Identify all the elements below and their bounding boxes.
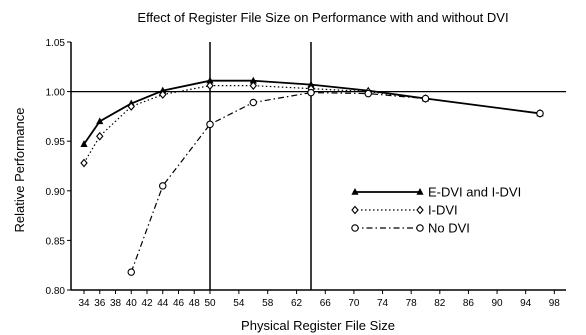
legend-marker-end-3 <box>416 224 424 232</box>
x-tick-label: 82 <box>434 298 446 309</box>
series-group <box>80 76 544 276</box>
x-tick-label: 90 <box>492 298 504 309</box>
x-tick-label: 38 <box>110 298 122 309</box>
series-1-point <box>249 76 257 84</box>
y-tick-label: 0.85 <box>46 236 66 247</box>
axis-ticks: 34 36 38 40 42 44 46 48 50 54 58 62 66 70 74 78 82 86 90 94… <box>46 38 561 309</box>
series-2-line <box>83 85 541 164</box>
x-axis-label: Physical Register File Size <box>241 318 395 333</box>
series-3-point <box>206 120 214 129</box>
legend-item-1: E-DVI and I-DVI <box>351 185 521 200</box>
series-3-point <box>364 89 372 98</box>
series-2-point <box>127 102 135 111</box>
legend-marker-end-2 <box>416 205 424 215</box>
series-2-point <box>206 81 214 90</box>
y-tick-label: 0.90 <box>46 187 66 198</box>
legend-marker-start-1 <box>351 188 359 195</box>
y-tick-label: 1.05 <box>46 38 66 49</box>
chart-title: Effect of Register File Size on Performa… <box>137 10 508 25</box>
series-1-line <box>83 79 541 145</box>
series-2-point <box>249 81 258 90</box>
x-tick-label: 74 <box>377 298 389 309</box>
x-tick-label: 58 <box>262 298 274 309</box>
series-2-point <box>80 158 88 168</box>
series-3-line <box>130 91 541 273</box>
series-1-point <box>307 80 315 88</box>
x-tick-label: 46 <box>173 298 185 309</box>
x-tick-label: 48 <box>189 298 201 309</box>
x-tick-label: 94 <box>520 298 532 309</box>
series-3-point <box>249 98 258 107</box>
x-tick-label: 86 <box>463 298 475 309</box>
series-1-point <box>96 117 104 125</box>
y-tick-label: 0.95 <box>46 137 66 148</box>
x-tick-label: 66 <box>320 298 332 309</box>
x-tick-label: 78 <box>406 298 418 309</box>
x-tick-label: 42 <box>141 298 153 309</box>
x-tick-label: 40 <box>126 298 138 309</box>
y-axis-label: Relative Performance <box>12 108 27 233</box>
legend-marker-start-2 <box>351 205 359 215</box>
series-3 <box>127 88 544 276</box>
series-3-point <box>159 182 167 190</box>
legend-marker-end-1 <box>416 188 424 195</box>
series-1-point <box>80 140 88 147</box>
x-tick-label: 36 <box>94 298 106 309</box>
x-tick-label: 44 <box>157 298 169 309</box>
x-tick-label: 98 <box>549 298 561 309</box>
x-tick-label: 54 <box>233 298 245 309</box>
reference-lines <box>71 42 566 290</box>
legend: E-DVI and I-DVI I-DVI No DVI <box>351 185 521 236</box>
series-1-point <box>206 76 214 84</box>
y-tick-label: 1.00 <box>46 88 66 99</box>
legend-label-3: No DVI <box>428 221 470 236</box>
series-3-point <box>536 109 544 118</box>
x-tick-label: 34 <box>78 298 90 309</box>
series-3-point <box>127 268 136 276</box>
x-tick-label: 70 <box>348 298 360 309</box>
legend-label-2: I-DVI <box>428 203 458 218</box>
plot-axes <box>70 42 566 291</box>
legend-item-3: No DVI <box>351 221 470 236</box>
y-tick-label: 0.80 <box>46 286 66 297</box>
series-2-point <box>96 131 104 141</box>
series-2-point <box>159 90 167 99</box>
series-3-point <box>307 88 315 97</box>
legend-marker-start-3 <box>351 224 359 232</box>
x-tick-label: 62 <box>291 298 303 309</box>
legend-label-1: E-DVI and I-DVI <box>428 185 521 200</box>
series-3-point <box>421 94 430 103</box>
series-1-point <box>159 86 167 94</box>
x-tick-label: 50 <box>204 298 216 309</box>
legend-item-2: I-DVI <box>351 203 458 218</box>
